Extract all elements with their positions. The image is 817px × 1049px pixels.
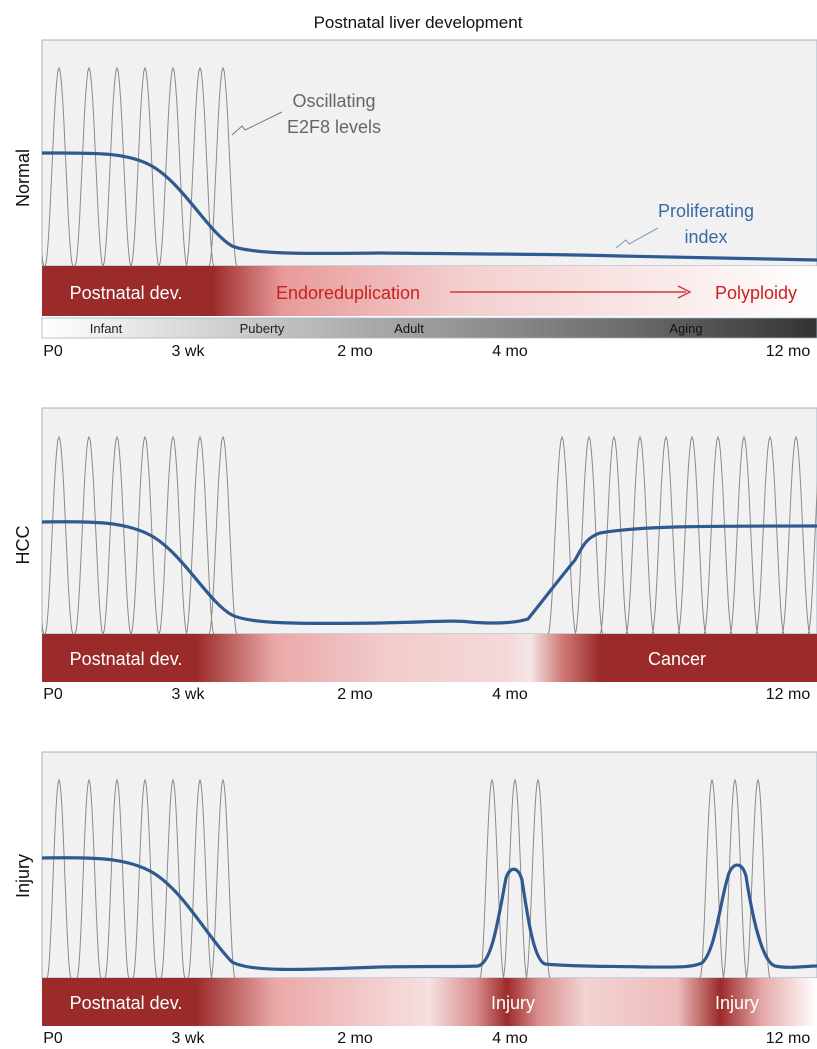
band-label-injury-2: Injury [715, 993, 759, 1013]
x-tick-3wk: 3 wk [172, 343, 206, 360]
x-tick-12mo: 12 mo [766, 343, 811, 360]
endoreduplication-arrow [450, 285, 692, 299]
x-axis-injury: P0 3 wk 2 mo 4 mo 12 mo [43, 1030, 810, 1047]
oscillation-label-line2: E2F8 levels [287, 117, 381, 137]
band-label-cancer: Cancer [648, 649, 706, 669]
band-label-postnatal-dev: Postnatal dev. [70, 993, 183, 1013]
proliferation-curve-injury [42, 856, 817, 972]
x-tick-4mo: 4 mo [492, 686, 528, 703]
band-label-endoreduplication: Endoreduplication [276, 283, 420, 303]
panel-hcc: HCC Postnatal dev. Cancer P0 3 wk 2 mo 4… [13, 407, 817, 703]
age-label-infant: Infant [90, 321, 123, 336]
x-axis-hcc: P0 3 wk 2 mo 4 mo 12 mo [43, 686, 810, 703]
panel-hcc-ylabel: HCC [13, 526, 33, 565]
band-label-polyploidy: Polyploidy [715, 283, 797, 303]
panel-normal-ylabel: Normal [13, 149, 33, 207]
panel-injury: Injury Postnatal dev. Injury Injury P0 3… [13, 751, 817, 1047]
x-tick-4mo: 4 mo [492, 1030, 528, 1047]
panel-injury-ylabel: Injury [13, 854, 33, 898]
x-tick-p0: P0 [43, 343, 63, 360]
x-tick-3wk: 3 wk [172, 686, 206, 703]
panel-injury-background [41, 751, 817, 979]
x-tick-3wk: 3 wk [172, 1030, 206, 1047]
age-label-aging: Aging [669, 321, 702, 336]
panel-hcc-background [41, 407, 817, 635]
oscillation-wave-hcc [42, 435, 817, 634]
panel-normal: Oscillating E2F8 levels Proliferating in… [13, 39, 817, 360]
hcc-phase-band [42, 634, 817, 682]
x-tick-12mo: 12 mo [766, 1030, 811, 1047]
injury-phase-band [42, 978, 817, 1026]
figure-title: Postnatal liver development [314, 13, 523, 32]
age-label-puberty: Puberty [240, 321, 285, 336]
proliferation-annotation: Proliferating index [615, 201, 754, 249]
x-tick-4mo: 4 mo [492, 343, 528, 360]
oscillation-wave-normal [42, 66, 238, 266]
proliferation-label-line2: index [684, 227, 727, 247]
x-tick-2mo: 2 mo [337, 1030, 373, 1047]
proliferation-pointer-line [615, 227, 659, 249]
proliferation-curve-hcc [42, 520, 817, 626]
x-tick-12mo: 12 mo [766, 686, 811, 703]
band-label-injury-1: Injury [491, 993, 535, 1013]
oscillation-label-line1: Oscillating [292, 91, 375, 111]
x-tick-2mo: 2 mo [337, 686, 373, 703]
x-tick-p0: P0 [43, 686, 63, 703]
band-label-postnatal-dev: Postnatal dev. [70, 283, 183, 303]
oscillation-annotation: Oscillating E2F8 levels [231, 91, 381, 137]
band-label-postnatal-dev: Postnatal dev. [70, 649, 183, 669]
proliferation-curve-normal [42, 151, 817, 262]
oscillation-wave-injury [42, 778, 771, 978]
x-axis-normal: P0 3 wk 2 mo 4 mo 12 mo [43, 343, 810, 360]
age-gradient-bar [41, 317, 817, 339]
age-label-adult: Adult [394, 321, 424, 336]
proliferation-label-line1: Proliferating [658, 201, 754, 221]
x-tick-2mo: 2 mo [337, 343, 373, 360]
oscillation-pointer-line [231, 111, 283, 136]
x-tick-p0: P0 [43, 1030, 63, 1047]
